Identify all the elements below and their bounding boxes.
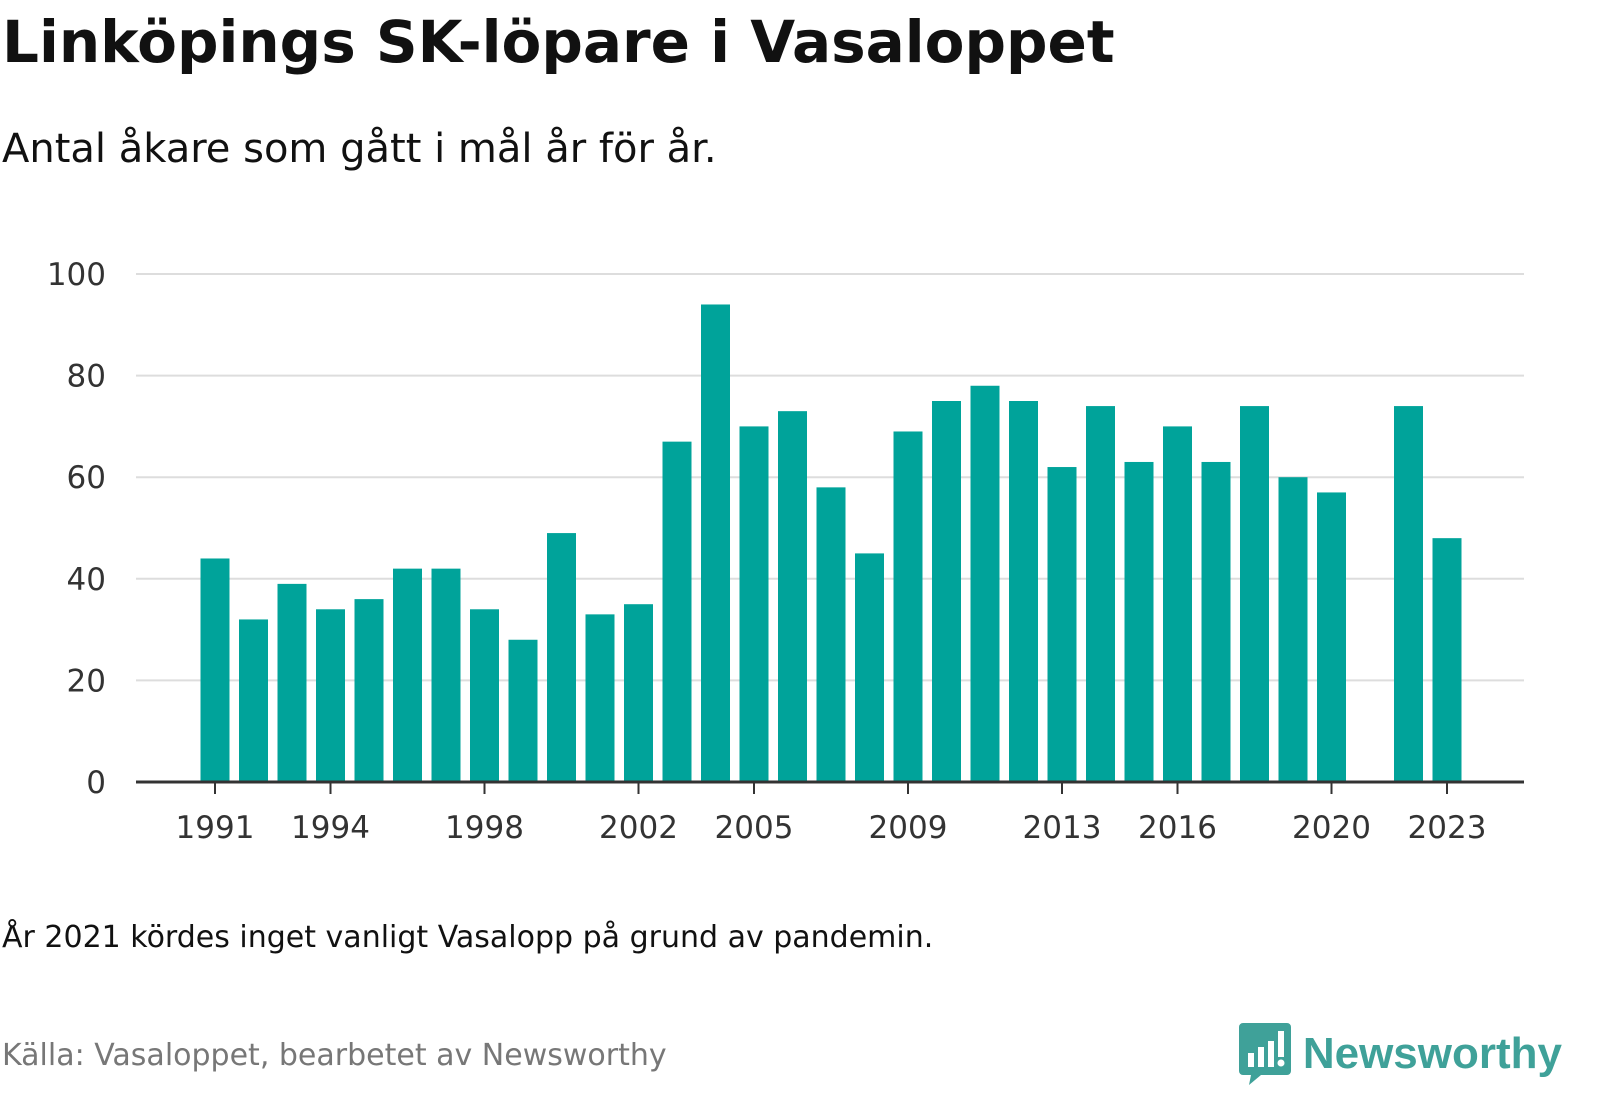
y-tick-label: 0 xyxy=(86,765,106,801)
x-tick-label: 2002 xyxy=(599,810,678,846)
bar-2012 xyxy=(1009,401,1038,782)
bar-2022 xyxy=(1394,406,1423,782)
y-tick-label: 100 xyxy=(47,257,106,293)
y-tick-label: 20 xyxy=(67,663,106,699)
bar-1991 xyxy=(200,558,230,782)
bar-2005 xyxy=(739,426,769,782)
bar-1992 xyxy=(239,619,268,782)
bar-1995 xyxy=(354,599,384,782)
bar-2020 xyxy=(1317,492,1346,782)
bar-2000 xyxy=(547,533,576,782)
bar-1996 xyxy=(393,568,422,782)
bar-2011 xyxy=(970,385,1000,782)
bar-2010 xyxy=(932,401,961,782)
bar-2007 xyxy=(816,487,846,782)
bar-2006 xyxy=(778,411,807,782)
bar-2003 xyxy=(662,441,692,782)
chart-subtitle: Antal åkare som gått i mål år för år. xyxy=(2,126,717,172)
x-tick-label: 1991 xyxy=(176,810,255,846)
bar-2017 xyxy=(1201,461,1231,782)
bar-1997 xyxy=(431,568,461,782)
x-tick-label: 1994 xyxy=(291,810,370,846)
source-credit: Källa: Vasaloppet, bearbetet av Newswort… xyxy=(2,1038,667,1073)
bar-1998 xyxy=(470,609,499,782)
bar-2019 xyxy=(1278,477,1308,782)
x-tick-label: 2020 xyxy=(1292,810,1371,846)
bar-2018 xyxy=(1240,406,1269,782)
y-tick-label: 80 xyxy=(67,359,106,395)
x-tick-label: 2005 xyxy=(715,810,794,846)
chart-title: Linköpings SK-löpare i Vasaloppet xyxy=(2,8,1115,76)
bar-2016 xyxy=(1163,426,1192,782)
x-tick-label: 1998 xyxy=(445,810,524,846)
bar-chart: 0 20 40 60 80 100 1991 1994 1998 2002 2005 2009 2013… xyxy=(47,257,1524,846)
bar-1994 xyxy=(316,609,345,782)
bar-2023 xyxy=(1432,538,1462,782)
newsworthy-logo-icon xyxy=(1238,1023,1291,1085)
x-tick-label: 2013 xyxy=(1023,810,1102,846)
bar-2014 xyxy=(1086,406,1115,782)
y-tick-label: 60 xyxy=(67,460,106,496)
bar-1993 xyxy=(277,583,307,782)
chart-note: År 2021 kördes inget vanligt Vasalopp på… xyxy=(2,920,934,955)
bar-2004 xyxy=(701,304,730,782)
x-tick-label: 2023 xyxy=(1408,810,1487,846)
x-tick-label: 2016 xyxy=(1138,810,1217,846)
bar-2009 xyxy=(893,431,923,782)
bar-2002 xyxy=(624,604,653,782)
bar-2015 xyxy=(1124,461,1154,782)
bar-2013 xyxy=(1047,467,1077,782)
x-tick-label: 2009 xyxy=(869,810,948,846)
bar-2001 xyxy=(585,614,615,782)
bar-1999 xyxy=(508,639,538,782)
y-tick-label: 40 xyxy=(67,562,106,598)
brand-name: Newsworthy xyxy=(1302,1029,1562,1078)
brand-logo: Newsworthy xyxy=(1238,1018,1562,1090)
bar-2008 xyxy=(855,553,884,782)
